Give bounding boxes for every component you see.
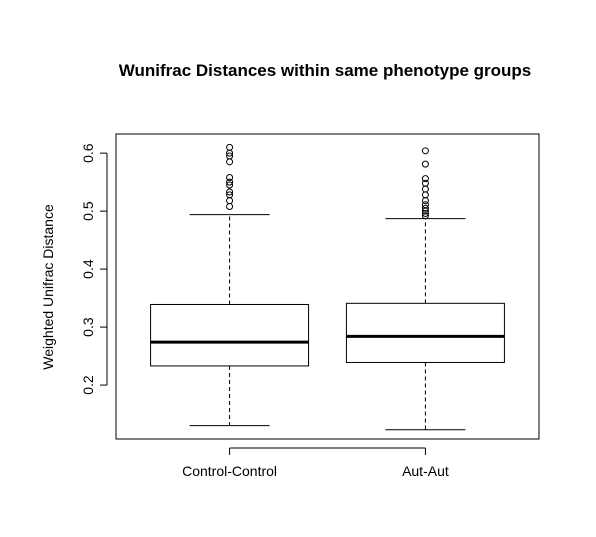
chart-title: Wunifrac Distances within same phenotype… (119, 61, 531, 80)
x-axis: Control-Control Aut-Aut (182, 448, 449, 479)
box-aut-aut (346, 148, 504, 430)
x-tick-label: Aut-Aut (402, 463, 449, 479)
outlier-point (227, 203, 233, 209)
iqr-box (151, 304, 309, 365)
x-tick-label: Control-Control (182, 463, 277, 479)
y-tick-label: 0.5 (80, 201, 96, 221)
outlier-point (422, 148, 428, 154)
y-axis-label: Weighted Unifrac Distance (40, 204, 56, 370)
box-control-control (151, 144, 309, 425)
y-tick-label: 0.4 (80, 259, 96, 279)
iqr-box (346, 303, 504, 362)
outlier-point (422, 192, 428, 198)
y-axis: 0.2 0.3 0.4 0.5 0.6 (80, 143, 107, 395)
y-tick-label: 0.3 (80, 317, 96, 337)
outlier-point (422, 161, 428, 167)
outlier-point (227, 144, 233, 150)
outlier-point (227, 198, 233, 204)
y-tick-label: 0.6 (80, 143, 96, 163)
plot-frame (116, 134, 539, 439)
box-series (151, 144, 505, 429)
outlier-point (422, 186, 428, 192)
y-tick-label: 0.2 (80, 375, 96, 395)
outlier-point (227, 159, 233, 165)
